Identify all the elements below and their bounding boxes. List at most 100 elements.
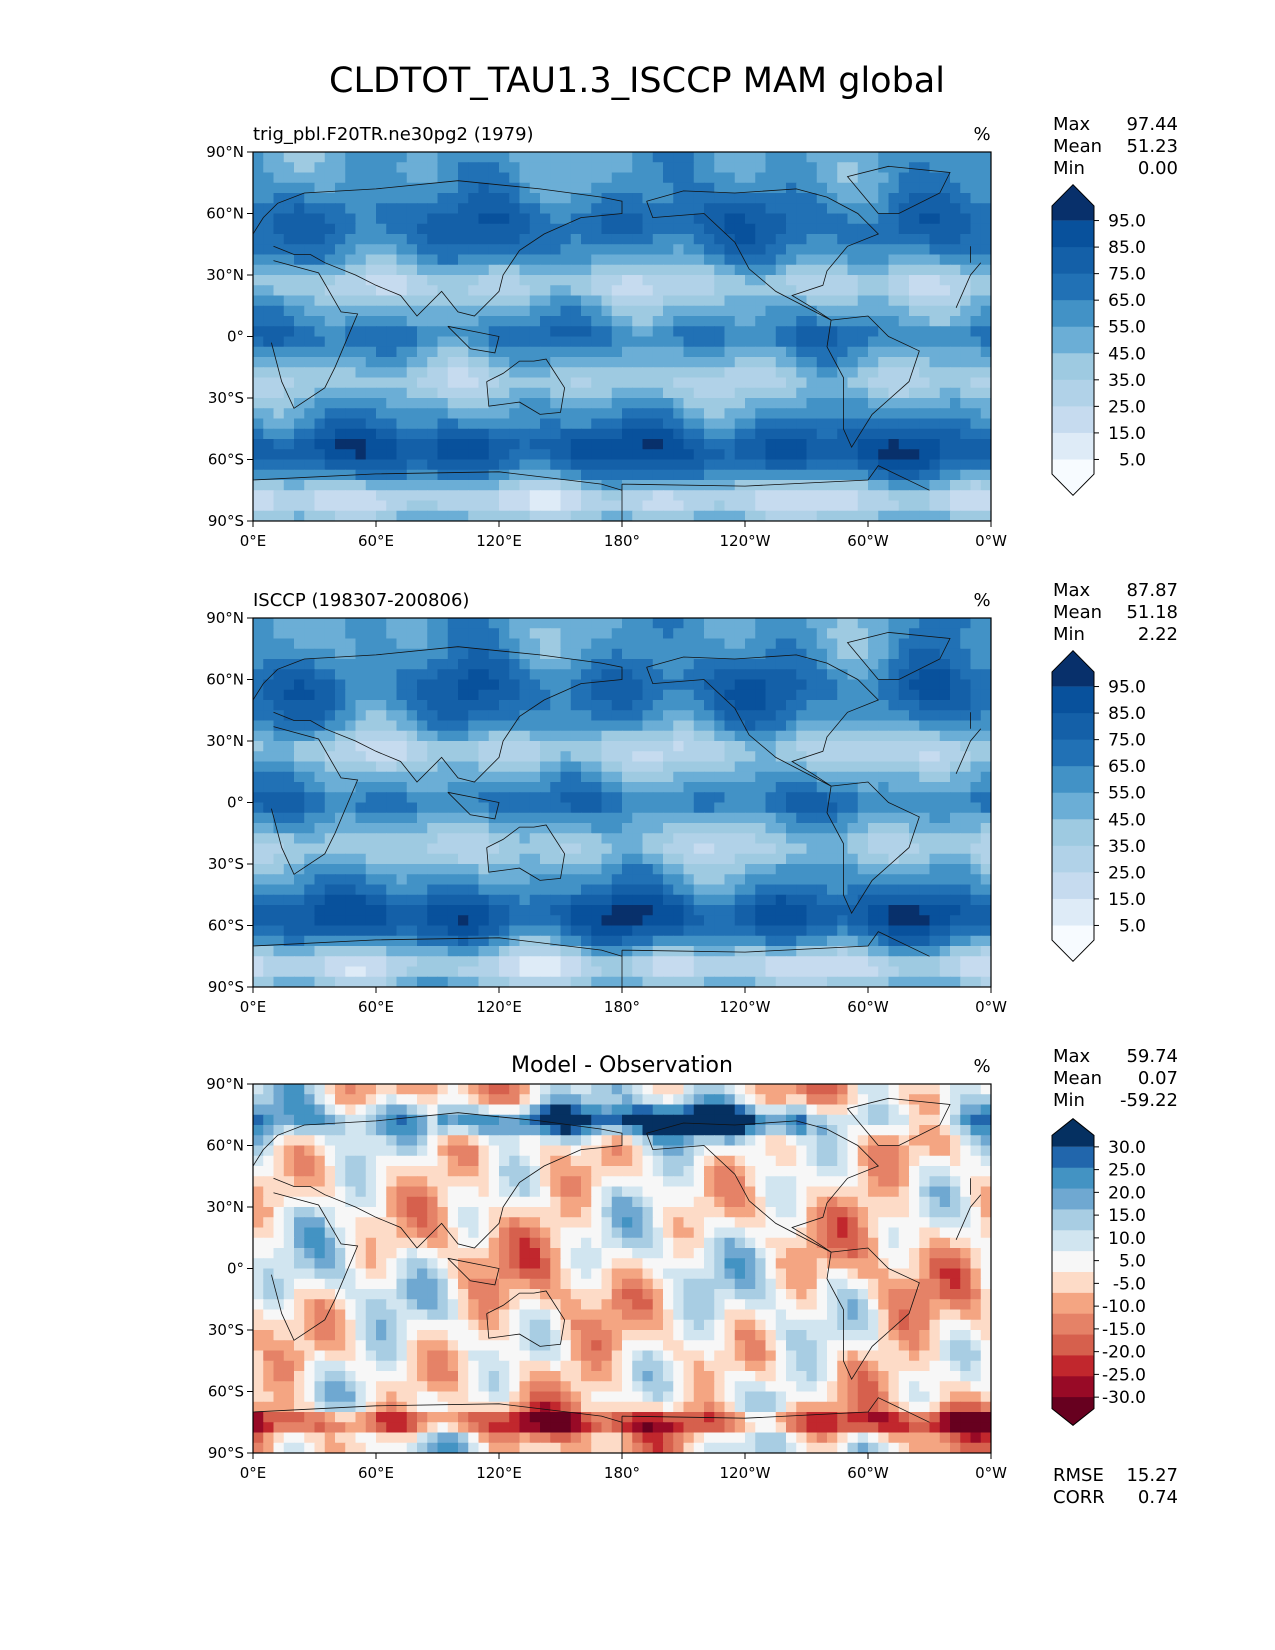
field-cell bbox=[458, 469, 469, 481]
field-cell bbox=[345, 628, 357, 640]
field-cell bbox=[437, 244, 449, 256]
field-cell bbox=[437, 905, 449, 916]
field-cell bbox=[816, 864, 828, 875]
field-cell bbox=[755, 843, 767, 855]
field-cell bbox=[724, 751, 736, 763]
field-cell bbox=[939, 346, 951, 358]
field-cell bbox=[796, 510, 808, 521]
field-cell bbox=[888, 377, 900, 389]
field-cell bbox=[560, 490, 572, 502]
field-cell bbox=[683, 648, 695, 660]
field-cell bbox=[622, 377, 633, 389]
field-cell bbox=[386, 398, 398, 409]
field-cell bbox=[468, 751, 480, 763]
field-cell bbox=[857, 618, 869, 629]
field-cell bbox=[591, 490, 603, 502]
field-cell bbox=[683, 449, 695, 461]
field-cell bbox=[980, 843, 991, 855]
field-cell bbox=[704, 833, 715, 845]
field-cell bbox=[663, 648, 674, 660]
field-cell bbox=[529, 244, 541, 256]
field-cell bbox=[837, 812, 849, 824]
field-cell bbox=[437, 500, 449, 512]
field-cell bbox=[816, 884, 828, 896]
field-cell bbox=[355, 346, 367, 358]
field-cell bbox=[488, 346, 500, 358]
field-cell bbox=[601, 689, 613, 701]
field-cell bbox=[714, 469, 726, 481]
field-cell bbox=[693, 802, 705, 814]
field-cell bbox=[868, 254, 879, 266]
field-cell bbox=[642, 428, 654, 440]
field-cell bbox=[437, 730, 449, 742]
field-cell bbox=[939, 679, 951, 691]
field-cell bbox=[734, 193, 746, 204]
field-cell bbox=[396, 428, 408, 440]
field-cell bbox=[734, 638, 746, 650]
field-cell bbox=[775, 346, 787, 358]
field-cell bbox=[857, 915, 869, 927]
field-cell bbox=[888, 234, 900, 245]
field-cell bbox=[263, 638, 275, 650]
field-cell bbox=[570, 864, 582, 875]
field-cell bbox=[499, 802, 510, 814]
field-cell bbox=[724, 679, 736, 691]
field-cell bbox=[488, 398, 500, 409]
field-cell bbox=[335, 357, 346, 368]
field-cell bbox=[796, 802, 808, 814]
field-cell bbox=[929, 223, 941, 235]
field-cell bbox=[796, 853, 808, 865]
field-cell bbox=[581, 782, 592, 793]
field-cell bbox=[529, 700, 541, 711]
field-cell bbox=[898, 792, 910, 804]
field-cell bbox=[601, 295, 613, 307]
field-cell bbox=[868, 152, 879, 163]
field-cell bbox=[857, 490, 869, 502]
field-cell bbox=[304, 336, 316, 348]
field-cell bbox=[591, 418, 603, 430]
field-cell bbox=[283, 439, 295, 450]
field-cell bbox=[304, 459, 316, 471]
field-cell bbox=[950, 853, 961, 865]
field-cell bbox=[714, 500, 726, 512]
field-cell bbox=[253, 751, 264, 763]
field-cell bbox=[417, 326, 428, 338]
field-cell bbox=[611, 853, 623, 865]
field-cell bbox=[458, 357, 469, 368]
field-cell bbox=[591, 428, 603, 440]
field-cell bbox=[796, 449, 808, 461]
field-cell bbox=[827, 710, 838, 722]
field-cell bbox=[365, 428, 377, 440]
field-cell bbox=[335, 700, 346, 711]
field-cell bbox=[570, 234, 582, 245]
field-cell bbox=[745, 203, 756, 215]
field-cell bbox=[704, 751, 715, 763]
field-cell bbox=[447, 275, 459, 286]
field-cell bbox=[386, 812, 398, 824]
field-cell bbox=[591, 316, 603, 327]
field-cell bbox=[693, 213, 705, 225]
field-cell bbox=[847, 935, 859, 947]
field-cell bbox=[919, 884, 931, 896]
field-cell bbox=[417, 172, 428, 184]
field-cell bbox=[970, 367, 982, 379]
field-cell bbox=[652, 771, 664, 783]
field-cell bbox=[611, 935, 623, 947]
field-cell bbox=[929, 679, 941, 691]
field-cell bbox=[601, 469, 613, 481]
field-cell bbox=[591, 638, 603, 650]
field-cell bbox=[570, 346, 582, 358]
field-cell bbox=[611, 428, 623, 440]
field-cell bbox=[837, 305, 849, 317]
field-cell bbox=[939, 720, 951, 732]
field-cell bbox=[765, 741, 777, 752]
field-cell bbox=[386, 792, 398, 804]
field-cell bbox=[570, 418, 582, 430]
field-cell bbox=[663, 367, 674, 379]
field-cell bbox=[939, 618, 951, 629]
field-cell bbox=[980, 761, 991, 773]
field-cell bbox=[519, 316, 531, 327]
field-cell bbox=[273, 782, 285, 793]
field-cell bbox=[868, 618, 879, 629]
field-cell bbox=[950, 894, 961, 906]
